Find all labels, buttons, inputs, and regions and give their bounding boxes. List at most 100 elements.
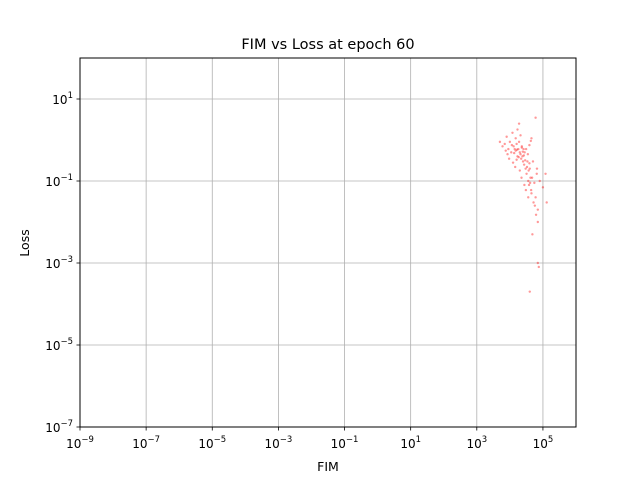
scatter-point	[528, 162, 531, 165]
scatter-point	[530, 176, 534, 179]
scatter-point	[524, 167, 527, 170]
scatter-point	[529, 139, 533, 143]
x-tick-label: 10−1	[331, 435, 359, 451]
scatter-point	[541, 186, 545, 189]
x-tick-label: 105	[533, 435, 554, 451]
scatter-points	[498, 116, 548, 293]
scatter-point	[531, 160, 535, 163]
scatter-point	[521, 160, 525, 163]
scatter-point	[530, 192, 533, 195]
scatter-point	[527, 183, 531, 187]
scatter-point	[528, 143, 531, 147]
scatter-point	[523, 183, 526, 187]
scatter-point	[520, 176, 523, 179]
y-tick-label: 10−3	[45, 255, 73, 271]
x-axis-ticks: 10−9 10−7 10−5 10−3 10−1 101 103 105	[66, 427, 553, 451]
scatter-point	[504, 149, 507, 152]
scatter-point	[535, 172, 538, 175]
grid	[79, 58, 576, 428]
scatter-point	[544, 172, 547, 175]
scatter-point	[511, 131, 514, 134]
scatter-point	[528, 167, 531, 170]
scatter-point	[517, 147, 520, 151]
scatter-point	[512, 151, 516, 155]
scatter-point	[514, 149, 517, 152]
y-axis-ticks: 10−7 10−5 10−3 10−1 101	[45, 91, 80, 435]
scatter-point	[508, 140, 512, 144]
scatter-point	[534, 116, 537, 119]
x-tick-label: 10−9	[66, 435, 94, 451]
scatter-point	[520, 145, 524, 148]
scatter-point	[536, 208, 540, 211]
scatter-point	[528, 181, 532, 185]
scatter-point	[534, 213, 538, 216]
scatter-point	[525, 165, 529, 169]
y-tick-label: 10−1	[45, 173, 73, 189]
y-tick-label: 10−5	[45, 337, 73, 353]
scatter-point	[501, 145, 504, 148]
scatter-point	[519, 153, 522, 156]
scatter-point	[526, 160, 529, 163]
scatter-point	[518, 169, 522, 172]
y-axis-label: Loss	[17, 229, 32, 256]
scatter-point	[528, 290, 531, 293]
scatter-point	[517, 122, 521, 125]
scatter-point	[518, 151, 522, 154]
chart-title: FIM vs Loss at epoch 60	[241, 37, 414, 53]
scatter-point	[531, 233, 534, 236]
scatter-point	[522, 163, 526, 166]
scatter-point	[527, 169, 530, 172]
scatter-point	[537, 265, 540, 269]
scatter-point	[517, 156, 520, 159]
x-tick-label: 10−5	[198, 435, 226, 451]
scatter-point	[536, 261, 540, 265]
scatter-point	[534, 196, 537, 199]
scatter-point	[512, 145, 515, 148]
scatter-point	[521, 150, 524, 153]
scatter-point	[515, 158, 518, 161]
scatter-point	[523, 151, 526, 154]
scatter-point	[514, 137, 517, 140]
scatter-point	[545, 201, 548, 204]
scatter-point	[511, 161, 515, 164]
x-axis-label: FIM	[317, 459, 339, 474]
scatter-point	[507, 157, 511, 160]
scatter-point	[527, 196, 530, 199]
scatter-point	[522, 154, 526, 157]
scatter-point	[529, 176, 532, 179]
x-tick-label: 10−3	[264, 435, 292, 451]
x-tick-label: 101	[400, 435, 421, 451]
scatter-point	[510, 143, 514, 147]
scatter-point	[530, 137, 533, 140]
scatter-point	[538, 179, 541, 183]
scatter-point	[498, 140, 502, 144]
scatter-point	[516, 155, 519, 158]
scatter-point	[523, 159, 527, 162]
scatter-point	[515, 142, 518, 146]
scatter-point	[521, 155, 524, 158]
scatter-point	[526, 153, 530, 156]
scatter-point	[515, 148, 519, 151]
scatter-point	[503, 142, 506, 146]
y-tick-label: 101	[52, 91, 73, 107]
scatter-point	[527, 179, 530, 183]
scatter-point	[517, 140, 521, 144]
x-tick-label: 103	[466, 435, 487, 451]
scatter-point	[524, 147, 528, 151]
scatter-point	[532, 201, 535, 204]
scatter-point	[513, 147, 516, 151]
scatter-point	[510, 151, 513, 154]
scatter-point	[506, 153, 509, 156]
plot-frame	[79, 57, 577, 428]
y-tick-label: 10−7	[45, 419, 73, 435]
scatter-point	[536, 220, 540, 224]
scatter-point	[533, 204, 537, 207]
scatter-point	[507, 147, 510, 151]
scatter-point	[529, 188, 533, 192]
scatter-point	[505, 135, 508, 138]
scatter-point	[520, 146, 524, 149]
x-tick-label: 10−7	[132, 435, 160, 451]
scatter-point	[535, 167, 539, 170]
scatter-point	[524, 188, 528, 192]
